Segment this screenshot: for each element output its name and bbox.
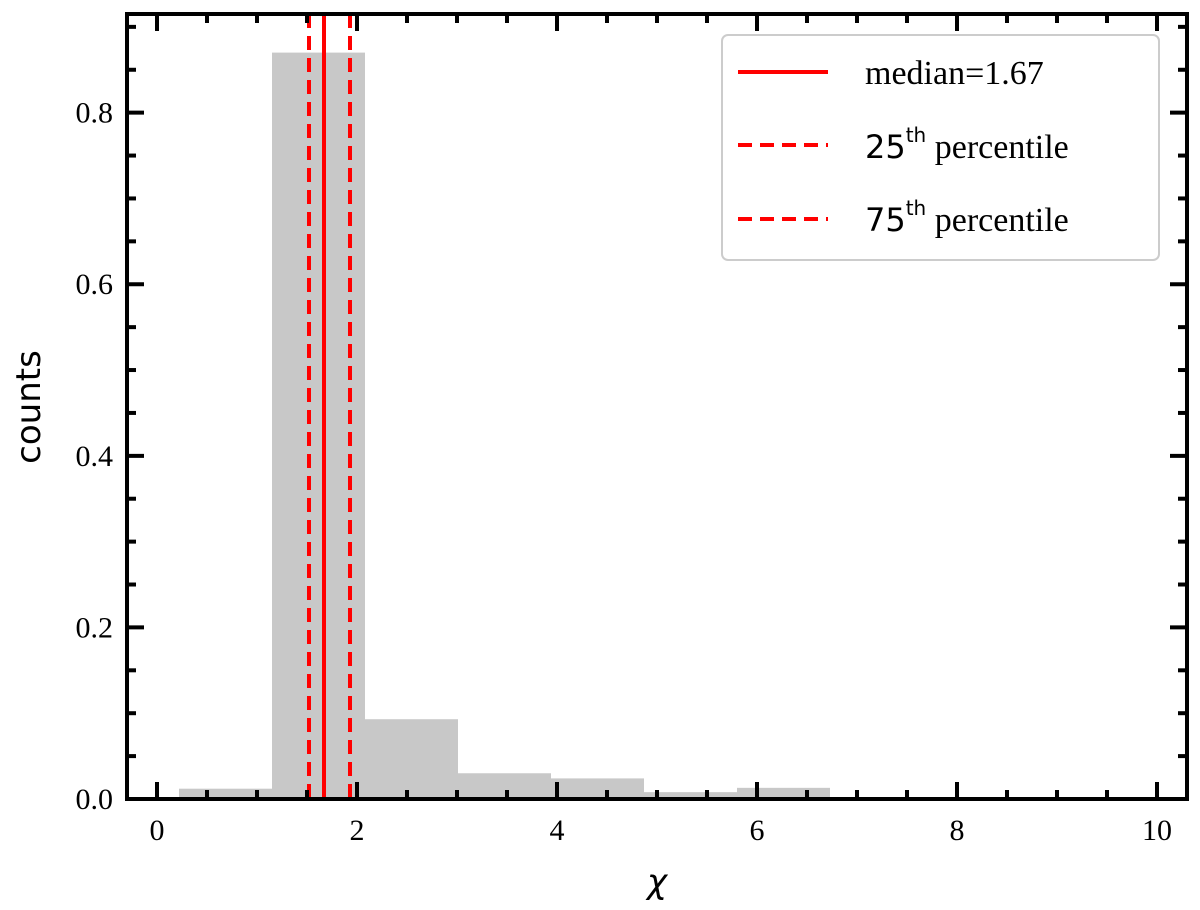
legend-p25-label: 25th percentile bbox=[865, 123, 1069, 166]
histogram-bar-2 bbox=[365, 719, 458, 799]
plot-frame bbox=[125, 12, 1189, 801]
x-axis-label: χ bbox=[645, 862, 669, 902]
x-tick-label: 4 bbox=[550, 814, 565, 847]
histogram-bar-3 bbox=[458, 773, 551, 799]
x-tick-label: 0 bbox=[150, 814, 165, 847]
y-tick-labels: 0.0 0.2 0.4 0.6 0.8 bbox=[76, 97, 114, 816]
legend: median=1.67 25th percentile 75th percent… bbox=[721, 34, 1160, 261]
x-tick-label: 10 bbox=[1142, 814, 1172, 847]
legend-box bbox=[721, 34, 1160, 261]
histogram-bar-6 bbox=[737, 787, 830, 799]
histogram-bar-5 bbox=[644, 792, 737, 799]
y-axis-label: counts bbox=[9, 350, 49, 464]
y-tick-label: 0.0 bbox=[76, 783, 114, 816]
legend-median-label: median=1.67 bbox=[865, 55, 1044, 92]
y-tick-label: 0.4 bbox=[76, 440, 114, 473]
x-tick-label: 2 bbox=[350, 814, 365, 847]
histogram-bar-4 bbox=[551, 778, 644, 799]
y-tick-label: 0.2 bbox=[76, 611, 114, 644]
y-tick-label: 0.8 bbox=[76, 97, 114, 130]
y-tick-label: 0.6 bbox=[76, 268, 114, 301]
x-tick-label: 6 bbox=[750, 814, 765, 847]
x-tick-label: 8 bbox=[950, 814, 965, 847]
histogram-bar-0 bbox=[179, 788, 272, 799]
x-tick-labels: 0 2 4 6 8 10 bbox=[150, 814, 1173, 847]
percentile-lines bbox=[307, 14, 352, 799]
legend-p75-label: 75th percentile bbox=[865, 196, 1069, 239]
